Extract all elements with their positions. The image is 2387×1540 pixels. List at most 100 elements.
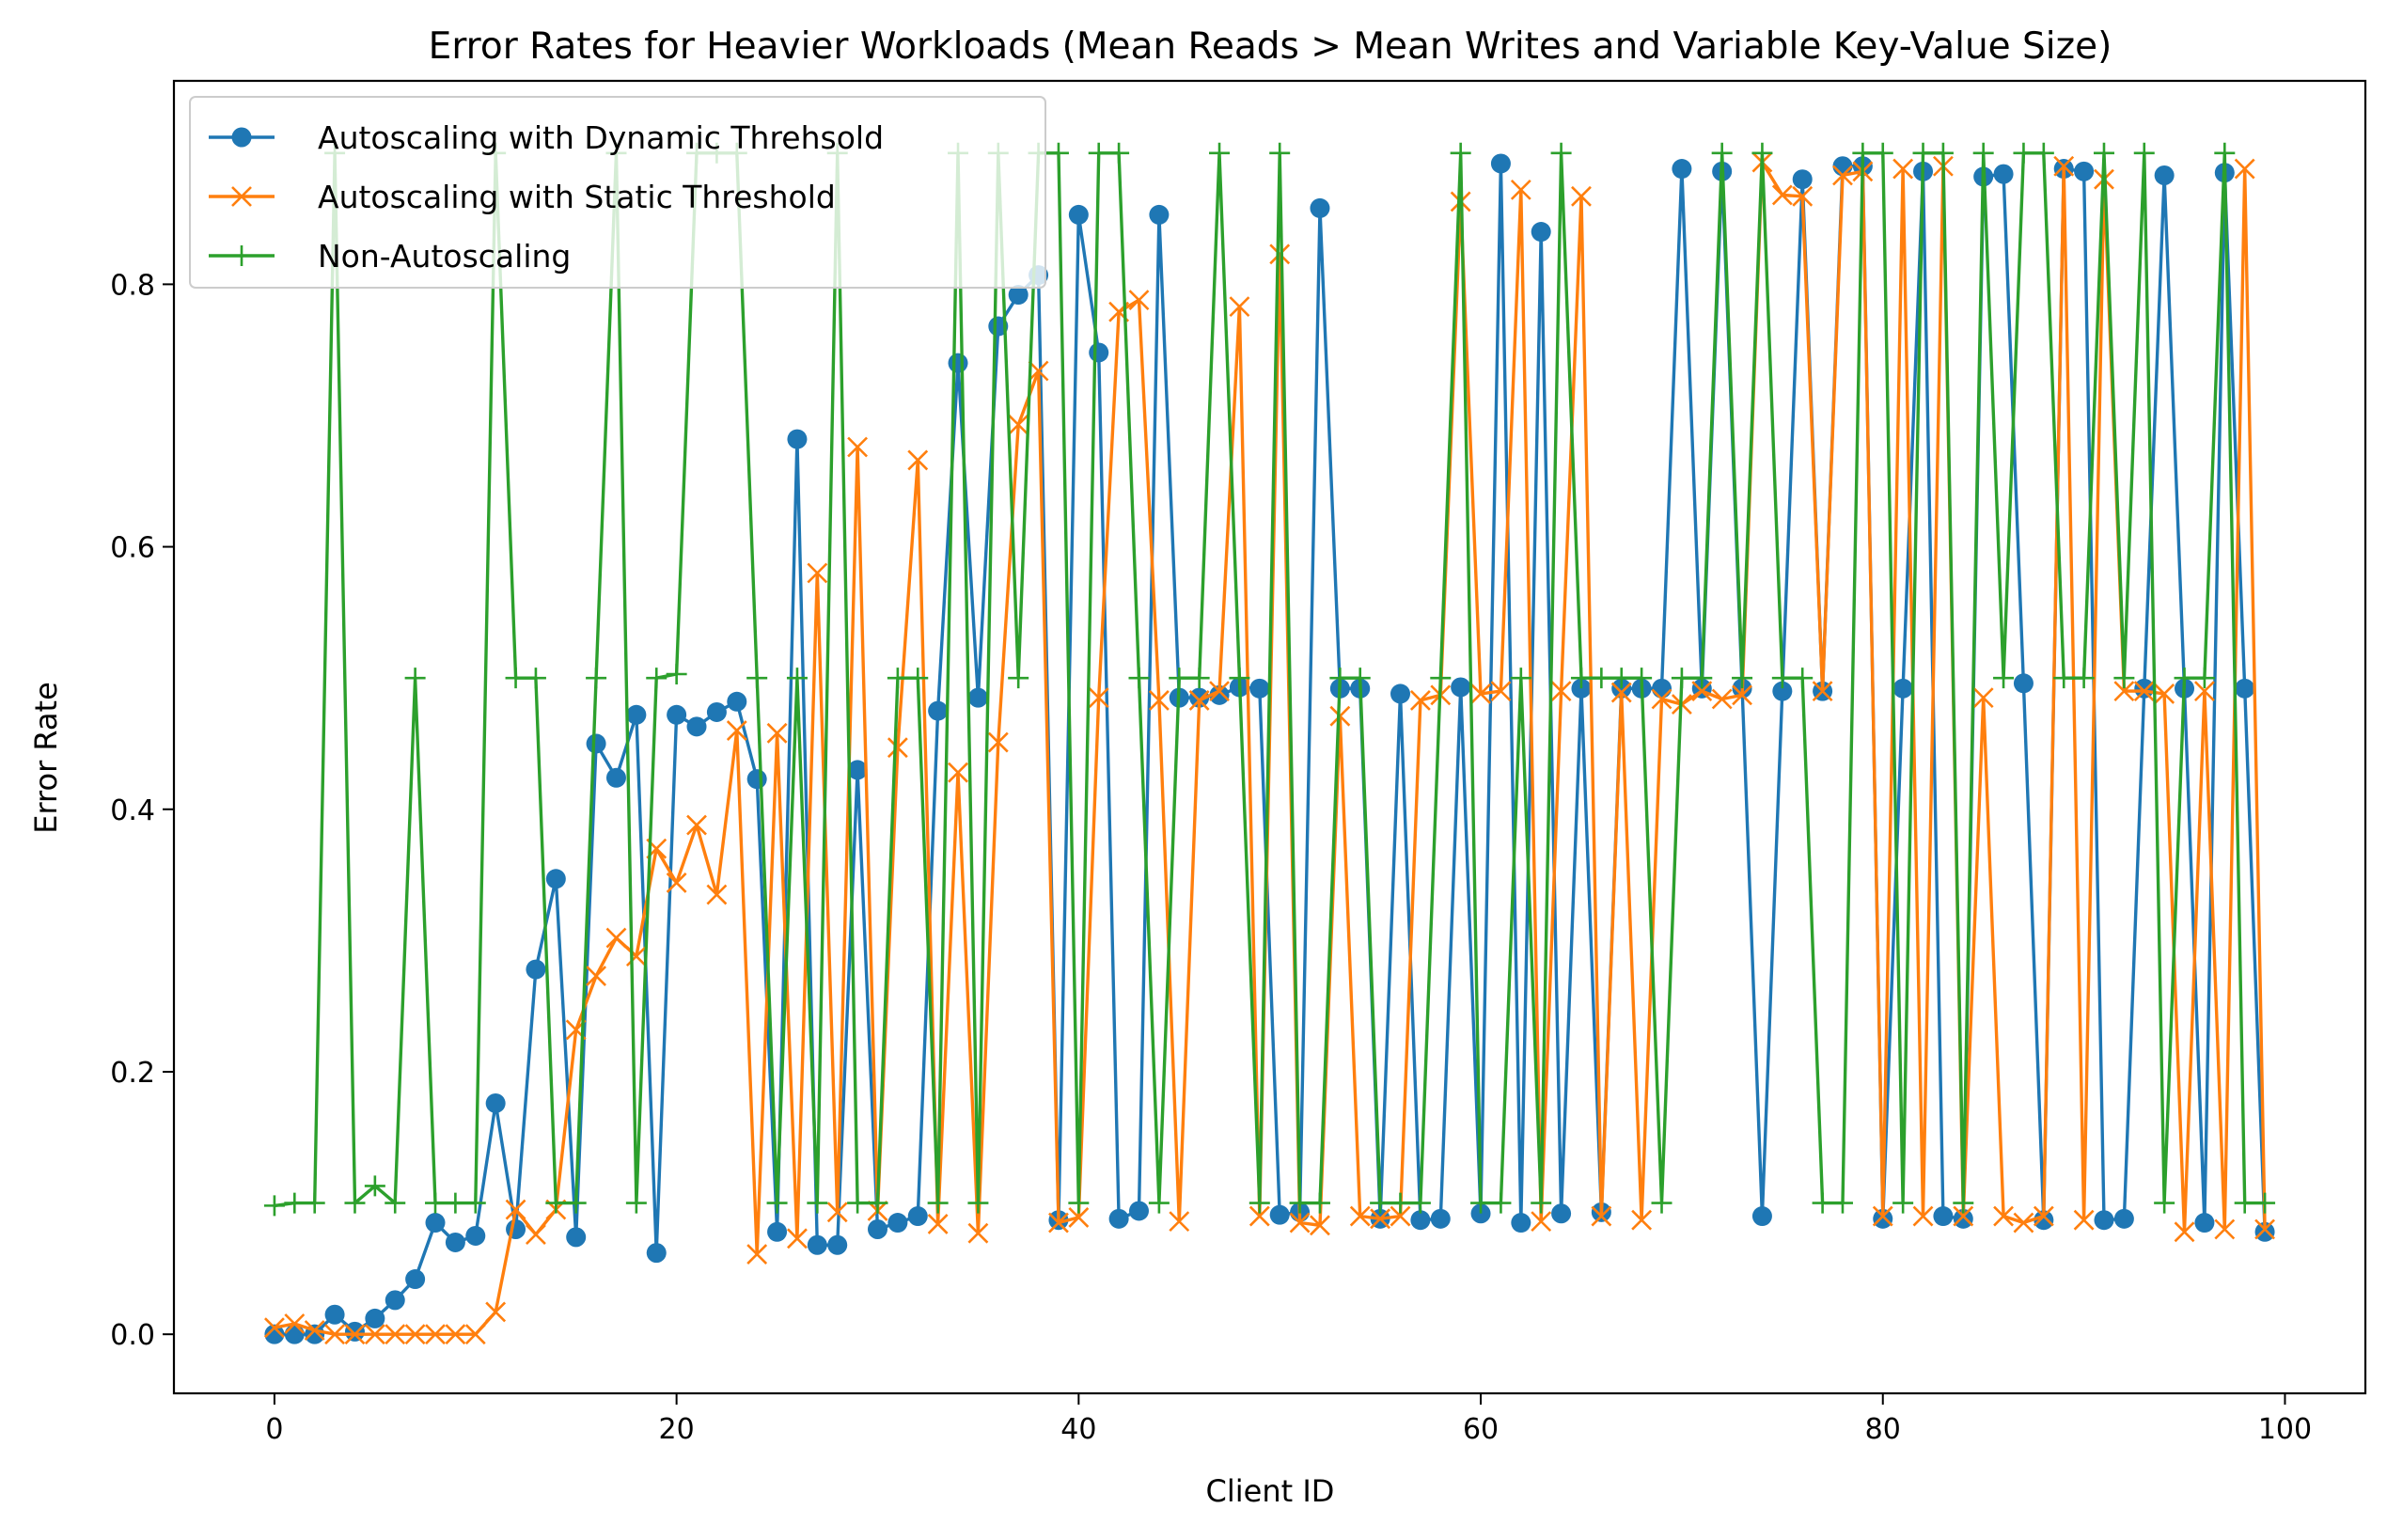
legend-swatch-marker (231, 127, 252, 148)
data-point (667, 704, 687, 725)
data-point (1872, 1205, 1893, 1227)
data-point (726, 720, 747, 741)
data-point (605, 927, 627, 949)
data-point (847, 760, 868, 780)
data-point (2194, 1213, 2215, 1234)
legend-box (189, 96, 1046, 289)
data-point (1972, 687, 1994, 709)
data-point (1551, 1203, 1572, 1224)
data-point (746, 1244, 768, 1265)
data-point (1248, 1205, 1270, 1227)
data-point (1732, 684, 1752, 706)
data-point (927, 1214, 949, 1234)
data-point (967, 1222, 989, 1244)
data-point (586, 733, 606, 754)
data-point (786, 668, 808, 689)
legend-entry: Non-Autoscaling (318, 238, 571, 275)
data-point (1470, 1203, 1491, 1224)
data-point (405, 1269, 426, 1290)
x-axis-label: Client ID (1206, 1473, 1335, 1509)
data-point (1390, 1192, 1411, 1214)
data-point (2133, 681, 2155, 702)
data-point (867, 1219, 887, 1239)
data-point (2254, 1192, 2276, 1214)
data-point (425, 1192, 447, 1214)
data-point (1732, 668, 1753, 689)
data-point (1892, 678, 1913, 699)
x-tick-label: 40 (1060, 1413, 1096, 1446)
data-point (284, 1313, 306, 1334)
data-point (1531, 222, 1551, 243)
data-point (887, 668, 908, 689)
data-point (1892, 158, 1914, 180)
data-point (385, 1192, 406, 1214)
data-point (1993, 668, 2015, 689)
y-tick-label: 0.2 (110, 1057, 155, 1090)
data-point (1209, 142, 1231, 164)
data-point (646, 1243, 667, 1264)
x-tick-label: 100 (2258, 1413, 2312, 1446)
chart-title: Error Rates for Heavier Workloads (Mean … (429, 25, 2112, 68)
data-point (2093, 142, 2114, 164)
data-point (2034, 1210, 2054, 1231)
data-point (807, 1192, 828, 1214)
x-axis: 0 20 40 60 80 100 (265, 1393, 2312, 1446)
data-point (1651, 1192, 1672, 1214)
data-point (1188, 668, 1210, 689)
data-point (264, 1324, 285, 1344)
data-point (1249, 678, 1270, 699)
data-point (1128, 1201, 1149, 1221)
data-point (1169, 1211, 1190, 1233)
data-point (2193, 668, 2215, 689)
data-point (1531, 1211, 1552, 1233)
data-point (1008, 414, 1029, 435)
data-point (425, 1213, 446, 1234)
data-point (1550, 681, 1572, 702)
data-point (525, 668, 546, 689)
data-point (1148, 689, 1170, 711)
data-point (1451, 677, 1471, 698)
y-axis: 0.0 0.2 0.4 0.6 0.8 (110, 269, 174, 1352)
data-point (907, 1206, 928, 1227)
data-point (1470, 1192, 1492, 1214)
data-point (706, 884, 728, 905)
data-point (1088, 687, 1109, 709)
data-point (1571, 185, 1592, 207)
data-point (1490, 1192, 1512, 1214)
data-point (2073, 1209, 2095, 1231)
data-point (1108, 1208, 1129, 1229)
data-point (1571, 678, 1592, 699)
data-point (1430, 668, 1452, 689)
data-point (1108, 142, 1130, 164)
data-point (948, 353, 968, 373)
data-point (1269, 1204, 1290, 1225)
data-point (1873, 1208, 1893, 1229)
data-point (1269, 244, 1291, 265)
data-point (263, 1195, 285, 1217)
y-tick-label: 0.4 (110, 794, 155, 827)
legend-swatch-marker (231, 186, 252, 207)
data-point (1610, 682, 1632, 703)
data-point (1410, 1210, 1431, 1231)
data-point (967, 1192, 989, 1214)
data-point (1309, 1192, 1330, 1214)
data-point (505, 1199, 526, 1220)
data-point (1831, 1192, 1853, 1214)
data-point (1189, 687, 1210, 708)
data-point (1832, 165, 1853, 186)
data-point (1128, 290, 1150, 311)
legend-entry: Autoscaling with Static Threshold (318, 179, 836, 215)
data-point (1912, 142, 1934, 164)
data-point (284, 1192, 306, 1214)
y-tick-label: 0.0 (110, 1319, 155, 1352)
data-point (465, 1225, 486, 1246)
data-point (907, 449, 929, 471)
plot-frame (172, 79, 2367, 1395)
x-tick-label: 0 (265, 1413, 283, 1446)
data-point (2174, 1221, 2195, 1243)
legend-swatch-marker (231, 245, 252, 266)
data-point (385, 1290, 405, 1311)
data-point (626, 704, 647, 725)
data-point (727, 691, 747, 712)
data-point (2013, 673, 2034, 694)
